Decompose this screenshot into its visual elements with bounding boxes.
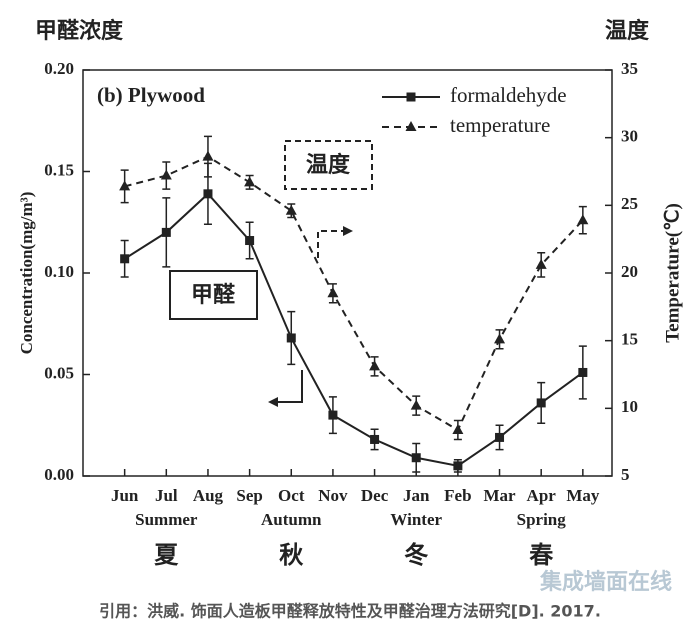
data-point bbox=[119, 180, 131, 191]
y2-tick-label: 10 bbox=[621, 397, 638, 416]
y-tick-label: 0.15 bbox=[44, 160, 74, 179]
y-tick-label: 0.20 bbox=[44, 59, 74, 78]
x-tick-label: Jul bbox=[155, 486, 178, 505]
y2-tick-label: 30 bbox=[621, 127, 638, 146]
y2-tick-label: 25 bbox=[621, 194, 638, 213]
arrow bbox=[317, 230, 344, 258]
x-tick-label: Oct bbox=[278, 486, 305, 505]
data-point bbox=[494, 333, 506, 344]
y-tick-label: 0.05 bbox=[44, 363, 74, 382]
y2-tick-label: 35 bbox=[621, 59, 638, 78]
season-label: Winter bbox=[390, 510, 442, 529]
x-tick-label: Jan bbox=[403, 486, 430, 505]
arrow-head bbox=[343, 226, 353, 236]
data-point bbox=[536, 398, 546, 408]
annotation: 甲醛 bbox=[191, 283, 236, 308]
season-label: Autumn bbox=[261, 510, 322, 529]
legend-label: formaldehyde bbox=[450, 83, 567, 107]
data-point bbox=[327, 287, 339, 298]
data-point bbox=[285, 204, 297, 215]
x-tick-label: May bbox=[566, 486, 600, 505]
x-tick-label: Apr bbox=[527, 486, 557, 505]
data-point bbox=[244, 176, 256, 187]
x-tick-label: Feb bbox=[444, 486, 471, 505]
data-point bbox=[160, 169, 172, 180]
data-point bbox=[495, 432, 505, 442]
chart-title: (b) Plywood bbox=[97, 83, 205, 107]
watermark: 集成墙面在线 bbox=[539, 569, 672, 595]
data-point bbox=[203, 189, 213, 199]
x-tick-label: Mar bbox=[483, 486, 516, 505]
x-tick-label: Nov bbox=[318, 486, 348, 505]
data-point bbox=[535, 258, 547, 269]
data-point bbox=[452, 423, 464, 434]
data-point bbox=[369, 360, 381, 371]
season-label: Summer bbox=[135, 510, 198, 529]
season-label-zh: 秋 bbox=[279, 541, 304, 569]
arrow-head bbox=[268, 397, 278, 407]
x-tick-label: Dec bbox=[361, 486, 389, 505]
data-point bbox=[120, 254, 130, 264]
data-point bbox=[411, 453, 421, 463]
series-line bbox=[124, 192, 584, 467]
data-point bbox=[410, 399, 422, 410]
y2-tick-label: 5 bbox=[621, 465, 630, 484]
data-point bbox=[202, 150, 214, 161]
data-point bbox=[161, 227, 171, 237]
y-axis-label: Concentration(mg/m³) bbox=[17, 192, 36, 355]
data-point bbox=[245, 236, 255, 246]
x-tick-label: Jun bbox=[111, 486, 139, 505]
annotation-box bbox=[284, 140, 373, 190]
left-heading: 甲醛浓度 bbox=[35, 18, 124, 44]
season-label-zh: 冬 bbox=[404, 541, 428, 569]
y2-tick-label: 15 bbox=[621, 330, 638, 349]
data-point bbox=[577, 214, 589, 225]
data-point bbox=[370, 434, 380, 444]
right-heading: 温度 bbox=[605, 18, 650, 44]
season-label-zh: 春 bbox=[529, 541, 553, 569]
y2-axis-label: Temperature(℃) bbox=[662, 203, 683, 343]
x-tick-label: Sep bbox=[236, 486, 262, 505]
arrow bbox=[276, 370, 303, 403]
legend-marker bbox=[405, 121, 417, 131]
legend-label: temperature bbox=[450, 113, 550, 137]
footer: 引用：洪威. 饰面人造板甲醛释放特性及甲醛治理方法研究[D]. 2017. bbox=[99, 602, 601, 621]
legend-marker bbox=[406, 92, 416, 102]
data-point bbox=[286, 333, 296, 343]
x-tick-label: Aug bbox=[193, 486, 224, 505]
data-point bbox=[328, 410, 338, 420]
y2-tick-label: 20 bbox=[621, 262, 638, 281]
annotation: 温度 bbox=[306, 152, 351, 178]
annotation-box bbox=[169, 270, 258, 320]
data-point bbox=[578, 367, 588, 377]
season-label-zh: 夏 bbox=[154, 541, 179, 569]
y-tick-label: 0.00 bbox=[44, 465, 74, 484]
y-tick-label: 0.10 bbox=[44, 262, 74, 281]
data-point bbox=[453, 461, 463, 471]
season-label: Spring bbox=[517, 510, 567, 529]
